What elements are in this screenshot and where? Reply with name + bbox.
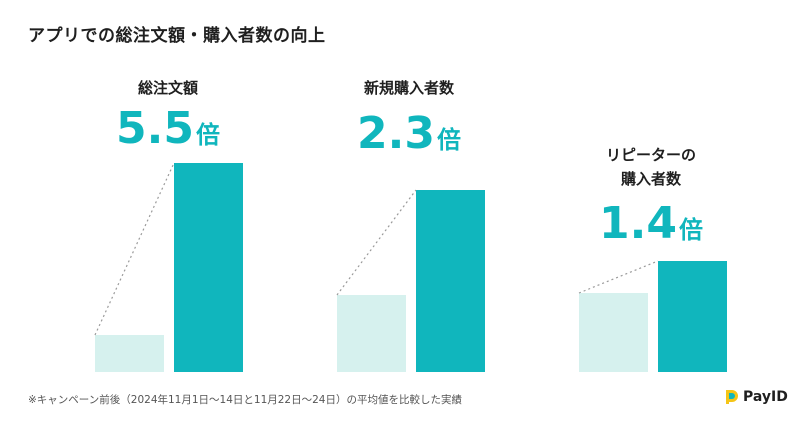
bar-before: [95, 335, 164, 372]
bar-after: [174, 163, 243, 372]
ratio-suffix: 倍: [437, 126, 461, 154]
chart-label: 購入者数: [620, 170, 682, 188]
bar-after: [416, 190, 485, 372]
payid-logo-icon: [726, 390, 738, 404]
bar-before: [579, 293, 648, 372]
ratio-suffix: 倍: [679, 216, 703, 244]
connector-line: [578, 260, 659, 294]
chart-label: 新規購入者数: [364, 79, 455, 97]
bar-before: [337, 295, 406, 372]
payid-logo-text: PayID: [743, 389, 788, 405]
ratio-value: 5.5: [116, 103, 194, 154]
footnote: ※キャンペーン前後（2024年11月1日〜14日と11月22日〜24日）の平均値…: [28, 394, 462, 406]
ratio-label: 2.3倍: [357, 108, 461, 159]
ratio-label: 1.4倍: [599, 198, 703, 249]
connector-line: [94, 162, 175, 336]
page-title: アプリでの総注文額・購入者数の向上: [28, 26, 326, 46]
chart-label: リピーターの: [606, 146, 696, 164]
ratio-value: 1.4: [599, 198, 677, 249]
chart-label: 総注文額: [138, 79, 198, 97]
ratio-value: 2.3: [357, 108, 435, 159]
ratio-suffix: 倍: [196, 121, 220, 149]
bar-after: [658, 261, 727, 372]
ratio-label: 5.5倍: [116, 103, 220, 154]
connector-line: [336, 189, 417, 296]
payid-logo: PayID: [724, 389, 788, 405]
